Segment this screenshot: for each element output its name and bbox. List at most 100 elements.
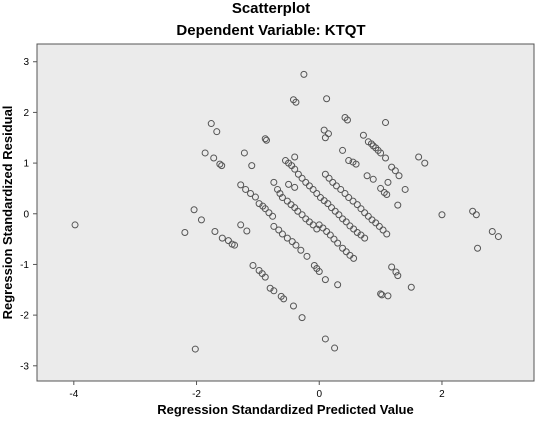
data-point — [291, 183, 299, 191]
data-point — [488, 228, 496, 236]
data-point — [379, 226, 387, 234]
x-tick-label: 0 — [316, 389, 322, 400]
data-point — [278, 230, 286, 238]
data-point — [321, 276, 329, 284]
data-point — [237, 221, 245, 229]
data-point — [280, 295, 288, 303]
data-point — [472, 211, 480, 219]
data-point — [384, 178, 392, 186]
data-point — [401, 185, 409, 193]
axes: -4 -2 0 2 3 2 1 0 -1 -2 -3 — [20, 57, 445, 400]
data-point — [211, 228, 219, 236]
data-point — [275, 226, 283, 234]
data-point — [377, 184, 385, 192]
data-point — [313, 189, 321, 197]
data-point — [343, 116, 351, 124]
data-point — [300, 70, 308, 78]
data-point — [242, 185, 250, 193]
data-point — [298, 174, 306, 182]
data-point — [353, 201, 361, 209]
data-points — [71, 70, 502, 353]
data-point — [303, 252, 311, 260]
data-point — [361, 234, 369, 242]
data-point — [342, 248, 350, 256]
data-point — [292, 241, 300, 249]
data-point — [335, 211, 343, 219]
data-point — [329, 178, 337, 186]
data-point — [302, 178, 310, 186]
data-point — [201, 149, 209, 157]
data-point — [341, 189, 349, 197]
data-point — [261, 273, 269, 281]
data-point — [247, 189, 255, 197]
data-point — [325, 174, 333, 182]
data-point — [377, 149, 385, 157]
data-point — [270, 287, 278, 295]
y-axis-title: Regression Standardized Residual — [0, 106, 15, 320]
data-point — [394, 201, 402, 209]
data-point — [291, 153, 299, 161]
data-point — [349, 197, 357, 205]
x-axis-title: Regression Standardized Predicted Value — [157, 402, 413, 417]
data-point — [332, 182, 340, 190]
data-point — [372, 219, 380, 227]
y-tick-label: 1 — [23, 159, 29, 170]
x-tick-label: 2 — [439, 389, 445, 400]
data-point — [339, 146, 347, 154]
data-point — [292, 98, 300, 106]
data-point — [285, 180, 293, 188]
data-point — [289, 302, 297, 310]
chart-title: Scatterplot — [231, 0, 311, 17]
data-point — [383, 230, 391, 238]
data-point — [328, 204, 336, 212]
y-tick-label: 2 — [23, 108, 29, 119]
data-point — [249, 261, 257, 269]
chart-subtitle: Dependent Variable: KTQT — [176, 22, 366, 39]
y-tick-label: -3 — [20, 361, 29, 372]
data-point — [375, 222, 383, 230]
data-point — [339, 244, 347, 252]
data-point — [294, 207, 302, 215]
data-point — [262, 136, 270, 144]
data-point — [210, 154, 218, 162]
data-point — [388, 263, 396, 271]
data-point — [319, 224, 327, 232]
data-point — [331, 344, 339, 352]
data-point — [323, 95, 331, 103]
data-point — [218, 162, 226, 170]
data-point — [321, 134, 329, 142]
data-point — [377, 290, 385, 298]
data-point — [474, 244, 482, 252]
data-point — [321, 170, 329, 178]
data-point — [391, 167, 399, 175]
data-point — [421, 159, 429, 167]
data-point — [261, 205, 269, 213]
data-point — [384, 292, 392, 300]
y-tick-label: 0 — [23, 209, 29, 220]
data-point — [415, 153, 423, 161]
data-point — [352, 160, 360, 168]
y-tick-label: 3 — [23, 57, 29, 68]
data-point — [305, 182, 313, 190]
data-point — [298, 211, 306, 219]
data-point — [345, 157, 353, 165]
data-point — [350, 225, 358, 233]
data-point — [240, 149, 248, 157]
data-point — [337, 185, 345, 193]
data-point — [367, 140, 375, 148]
data-point — [197, 216, 205, 224]
data-point — [231, 241, 239, 249]
data-point — [191, 345, 199, 353]
data-point — [382, 119, 390, 127]
data-point — [224, 237, 232, 245]
data-point — [324, 200, 332, 208]
data-point — [283, 197, 291, 205]
data-point — [269, 212, 277, 220]
data-point — [334, 281, 342, 289]
data-point — [216, 160, 224, 168]
data-point — [388, 163, 396, 171]
y-tick-label: -2 — [20, 311, 29, 322]
data-point — [320, 126, 328, 134]
data-point — [248, 162, 256, 170]
data-point — [294, 170, 302, 178]
